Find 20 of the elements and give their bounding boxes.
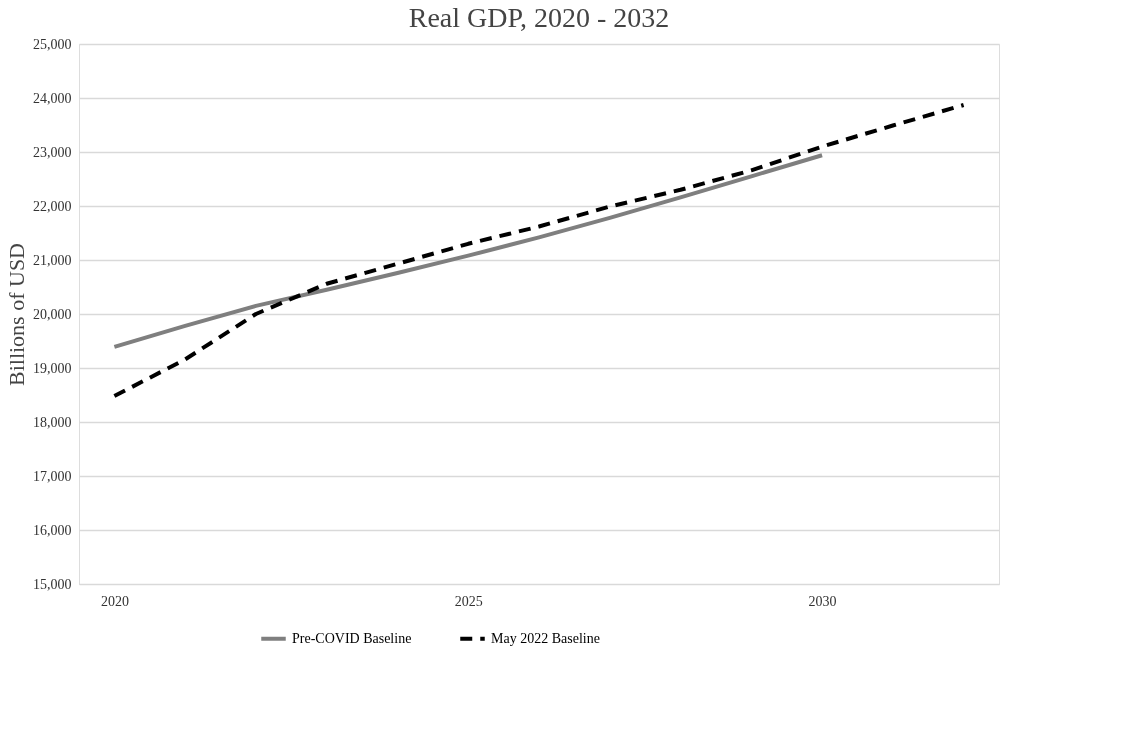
y-tick-label: 16,000 [33,522,72,538]
line-series [112,153,825,349]
y-tick-label: 19,000 [33,360,72,376]
y-tick-label: 25,000 [33,36,72,52]
y-axis-title: Billions of USD [4,242,29,387]
y-tick-label: 21,000 [33,252,72,268]
y-tick-label: 24,000 [33,90,72,106]
y-tick-label: 23,000 [33,144,72,160]
chart-title: Real GDP, 2020 - 2032 [408,2,670,33]
y-tick-label: 17,000 [33,468,72,484]
line-series [112,103,966,399]
y-tick-label: 18,000 [33,414,72,430]
legend-label: May 2022 Baseline [491,630,600,646]
x-tick-label: 2030 [808,593,837,609]
y-tick-label: 20,000 [33,306,72,322]
y-tick-label: 22,000 [33,198,72,214]
x-tick-label: 2025 [454,593,483,609]
x-tick-label: 2020 [100,593,129,609]
legend-label: Pre-COVID Baseline [292,630,412,646]
y-tick-label: 15,000 [33,576,72,592]
